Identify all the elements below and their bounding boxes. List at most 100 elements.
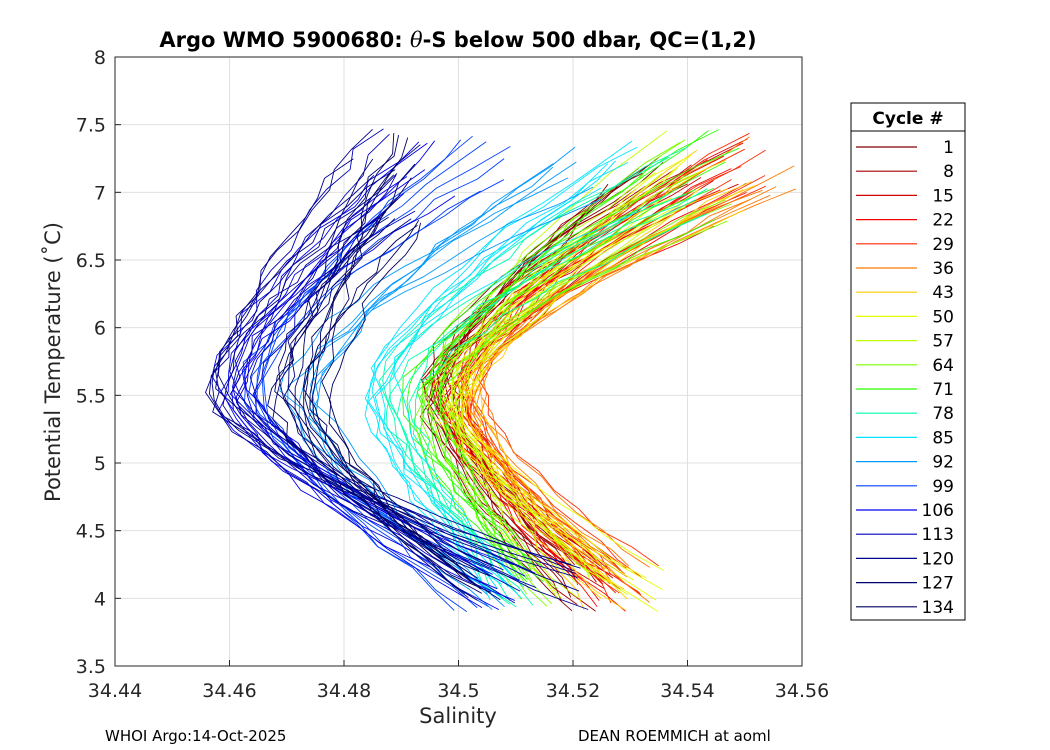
series-85	[364, 140, 638, 601]
series-85-profile	[367, 163, 609, 601]
footer-right: DEAN ROEMMICH at aoml	[578, 727, 771, 745]
series-99-profile	[256, 146, 511, 608]
legend-label-99: 99	[932, 477, 954, 497]
y-axis-label: Potential Temperature (˚C)	[41, 222, 65, 502]
series-134-profile	[329, 222, 463, 579]
data-series	[204, 128, 796, 612]
legend: Cycle # 18152229364350576471788592991061…	[850, 102, 966, 621]
series-78-profile	[412, 213, 708, 588]
x-tick-label: 34.52	[546, 680, 600, 702]
y-tick-label: 8	[94, 47, 106, 69]
series-71-profile	[416, 130, 709, 573]
legend-title: Cycle #	[872, 109, 943, 129]
x-axis-label: Salinity	[419, 704, 497, 728]
x-tick-label: 34.56	[775, 680, 829, 702]
legend-label-134: 134	[922, 598, 954, 618]
series-71-profile	[430, 161, 726, 582]
chart-title-theta: θ	[410, 28, 423, 52]
series-22-profile	[434, 225, 715, 612]
series-50-profile	[438, 166, 679, 590]
series-71-profile	[406, 187, 715, 580]
series-120-profile	[204, 174, 589, 610]
legend-label-106: 106	[922, 501, 954, 521]
series-127-profile	[267, 218, 491, 593]
series-92-profile	[298, 166, 554, 593]
y-tick-label: 3.5	[76, 656, 106, 678]
series-36-profile	[474, 186, 777, 603]
series-43-profile	[468, 209, 745, 575]
series-113-profile	[232, 216, 521, 592]
y-tick-label: 4.5	[76, 521, 106, 543]
series-85-profile	[364, 187, 602, 574]
legend-entries: 1 8 15 22 29 36 43 50 57 64 71 78 85 92 99 106 113 120 127…	[856, 138, 954, 618]
series-106-profile	[244, 140, 493, 575]
series-134-profile	[321, 132, 481, 590]
series-127-profile	[294, 135, 469, 599]
x-tick-label: 34.54	[660, 680, 714, 702]
x-tick-label: 34.46	[202, 680, 256, 702]
legend-label-8: 8	[943, 162, 954, 182]
legend-label-78: 78	[932, 404, 954, 424]
legend-label-1: 1	[943, 138, 954, 158]
series-71-profile	[419, 129, 720, 583]
legend-label-22: 22	[932, 211, 954, 231]
series-99-profile	[254, 179, 505, 575]
series-36-profile	[463, 165, 795, 568]
series-22-profile	[469, 192, 747, 580]
series-85-profile	[370, 146, 638, 590]
legend-label-127: 127	[922, 574, 954, 594]
chart-title-suffix: -S below 500 dbar, QC=(1,2)	[423, 28, 757, 52]
legend-label-50: 50	[932, 307, 954, 327]
legend-label-57: 57	[932, 332, 954, 352]
legend-label-29: 29	[932, 235, 954, 255]
series-92-profile	[287, 186, 594, 585]
chart-title: Argo WMO 5900680: θ-S below 500 dbar, QC…	[159, 28, 756, 52]
series-78-profile	[396, 193, 669, 602]
y-tick-label: 5	[94, 453, 106, 475]
legend-label-85: 85	[932, 428, 954, 448]
series-71-profile	[402, 147, 740, 569]
series-106-profile	[241, 169, 484, 572]
y-tick-label: 7.5	[76, 115, 106, 137]
series-120-profile	[208, 173, 578, 578]
series-113-profile	[232, 210, 516, 604]
series-50-profile	[459, 157, 687, 579]
series-120-profile	[211, 197, 581, 569]
series-29-profile	[476, 149, 766, 567]
series-134-profile	[303, 214, 478, 601]
series-85-profile	[364, 211, 637, 585]
x-tick-label: 34.48	[317, 680, 371, 702]
series-127-profile	[278, 218, 473, 583]
series-120-profile	[212, 128, 577, 574]
chart-title-prefix: Argo WMO 5900680:	[159, 28, 410, 52]
y-tick-label: 6.5	[76, 250, 106, 272]
series-71	[402, 129, 740, 583]
legend-label-92: 92	[932, 453, 954, 473]
series-120	[204, 128, 589, 610]
series-50-profile	[448, 197, 672, 571]
series-134-profile	[304, 224, 480, 571]
series-134	[302, 132, 481, 601]
y-tick-label: 5.5	[76, 385, 106, 407]
series-71-profile	[430, 219, 715, 567]
series-78-profile	[408, 199, 696, 608]
x-tick-label: 34.44	[88, 680, 142, 702]
legend-label-43: 43	[932, 283, 954, 303]
y-tick-label: 4	[94, 588, 106, 610]
series-50-profile	[455, 154, 692, 596]
series-127-profile	[283, 158, 483, 594]
legend-label-120: 120	[922, 549, 954, 569]
legend-label-64: 64	[932, 356, 954, 376]
series-64-profile	[434, 172, 698, 590]
series-64-profile	[420, 139, 686, 582]
series-50-profile	[434, 215, 667, 601]
legend-label-113: 113	[922, 525, 954, 545]
series-99-profile	[261, 190, 481, 595]
series-57-profile	[451, 206, 686, 581]
x-tick-label: 34.5	[437, 680, 479, 702]
series-71-profile	[439, 189, 696, 581]
legend-label-71: 71	[932, 380, 954, 400]
series-78-profile	[386, 188, 708, 567]
y-tick-label: 7	[94, 182, 106, 204]
